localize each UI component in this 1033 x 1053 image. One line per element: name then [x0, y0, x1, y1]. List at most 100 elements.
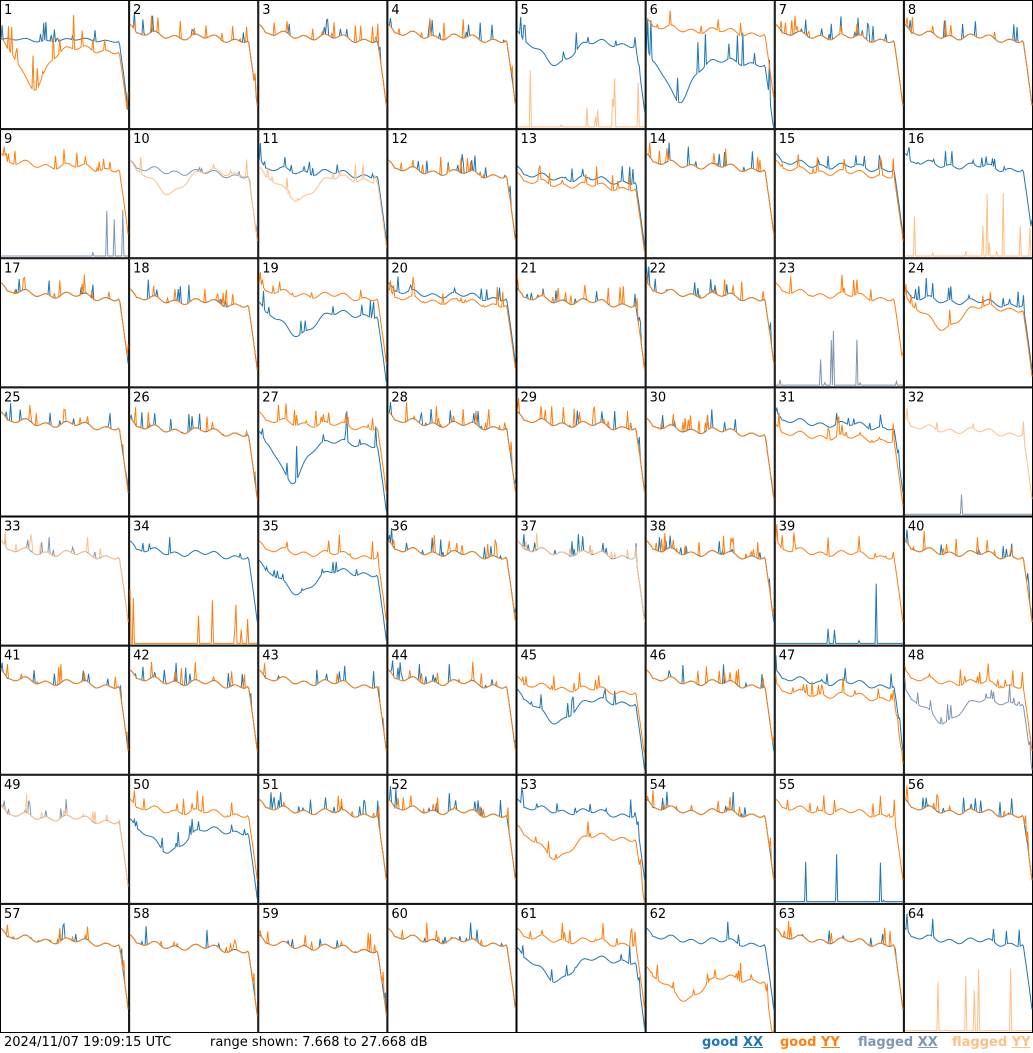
series-yy-line — [646, 142, 775, 235]
tile-frame — [387, 387, 517, 517]
series-xx-line — [258, 411, 387, 512]
tile-label: 51 — [262, 778, 279, 793]
tile-frame — [903, 387, 1033, 517]
tile-label: 27 — [262, 390, 279, 405]
series-xx-line — [646, 19, 775, 129]
tile-frame — [129, 258, 259, 388]
tile-label: 32 — [908, 390, 925, 405]
tile-27: 27 — [258, 387, 388, 517]
tile-label: 60 — [391, 907, 408, 922]
series-yy-line — [0, 531, 129, 623]
tile-53: 53 — [516, 774, 646, 904]
series-yy-line — [258, 21, 387, 106]
tile-frame — [129, 645, 259, 775]
series-yy-line — [0, 794, 129, 887]
tile-18: 18 — [129, 258, 259, 388]
tile-label: 44 — [391, 649, 408, 664]
series-yy-line — [388, 922, 516, 1010]
tile-13: 13 — [516, 129, 646, 259]
tile-label: 9 — [4, 132, 12, 147]
tile-43: 43 — [258, 645, 388, 775]
tile-63: 63 — [774, 903, 904, 1033]
tile-label: 25 — [4, 390, 21, 405]
tile-frame — [903, 645, 1033, 775]
series-xx-line — [517, 945, 646, 1029]
tile-label: 45 — [521, 649, 538, 664]
tile-62: 62 — [645, 903, 775, 1033]
series-xx-line — [646, 791, 775, 881]
series-xx-line — [517, 16, 646, 112]
tile-48: 48 — [903, 645, 1033, 775]
tile-frame — [903, 258, 1033, 388]
tile-frame — [903, 129, 1033, 259]
series-yy-line — [904, 663, 1033, 752]
series-yy-line — [646, 962, 774, 1033]
tile-label: 57 — [4, 907, 21, 922]
series-yy-line — [646, 533, 775, 614]
tile-frame — [258, 774, 388, 904]
tile-label: 26 — [133, 390, 150, 405]
series-xx-line — [258, 142, 387, 242]
tile-14: 14 — [645, 129, 775, 259]
tile-24: 24 — [903, 258, 1033, 388]
tile-36: 36 — [387, 516, 517, 646]
series-xx-line — [129, 159, 258, 233]
tile-frame — [774, 903, 904, 1033]
tile-frame — [645, 774, 775, 904]
series-xx-line — [258, 290, 387, 383]
tile-label: 1 — [4, 3, 12, 18]
tile-frame — [903, 774, 1033, 904]
series-yy-line — [388, 156, 516, 242]
tile-38: 38 — [645, 516, 775, 646]
tile-frame — [387, 774, 517, 904]
series-xx-line — [646, 266, 775, 364]
series-xx-line — [646, 664, 775, 752]
tile-23: 23 — [774, 258, 904, 388]
series-xx-line — [904, 677, 1033, 771]
series-xx-line — [517, 788, 646, 881]
series-xx-line — [129, 537, 258, 623]
tile-label: 61 — [521, 907, 538, 922]
tile-frame — [645, 0, 775, 130]
series-yy-line — [517, 276, 646, 371]
legend-flagged-yy-word: flagged — [952, 1035, 1008, 1050]
series-xx-line — [388, 922, 516, 1010]
tile-8: 8 — [903, 0, 1033, 130]
series-xx-line — [0, 21, 129, 111]
series-yy-line — [388, 535, 516, 623]
series-yy-line — [517, 533, 646, 623]
series-yy-line — [129, 790, 258, 881]
series-xx-line — [129, 11, 258, 106]
tile-35: 35 — [258, 516, 388, 646]
tile-33: 33 — [0, 516, 130, 646]
series-xx-line — [904, 494, 1032, 515]
tile-label: 47 — [779, 649, 796, 664]
tile-label: 28 — [391, 390, 408, 405]
tile-frame — [516, 516, 646, 646]
tile-label: 52 — [391, 778, 408, 793]
tile-34: 34 — [129, 516, 259, 646]
tile-frame — [774, 645, 904, 775]
series-yy-line — [646, 666, 775, 743]
series-yy-line — [0, 404, 129, 493]
series-xx-line — [775, 330, 903, 386]
legend-flagged-xx-word: flagged — [858, 1035, 914, 1050]
tile-2: 2 — [129, 0, 259, 130]
tile-11: 11 — [258, 129, 388, 259]
series-xx-line — [517, 689, 646, 771]
tile-16: 16 — [903, 129, 1033, 259]
tile-frame — [0, 903, 130, 1033]
tile-frame — [516, 387, 646, 517]
series-yy-line — [775, 154, 904, 242]
tile-frame — [387, 0, 517, 130]
series-yy-line — [775, 920, 904, 1010]
tile-frame — [258, 645, 388, 775]
series-xx-line — [775, 854, 903, 903]
tile-frame — [645, 129, 775, 259]
tile-25: 25 — [0, 387, 130, 517]
series-xx-line — [258, 792, 387, 881]
legend-flagged-xx: flagged XX — [858, 1035, 938, 1051]
series-yy-line — [388, 18, 516, 106]
tile-9: 9 — [0, 129, 130, 259]
tile-label: 18 — [133, 261, 150, 276]
